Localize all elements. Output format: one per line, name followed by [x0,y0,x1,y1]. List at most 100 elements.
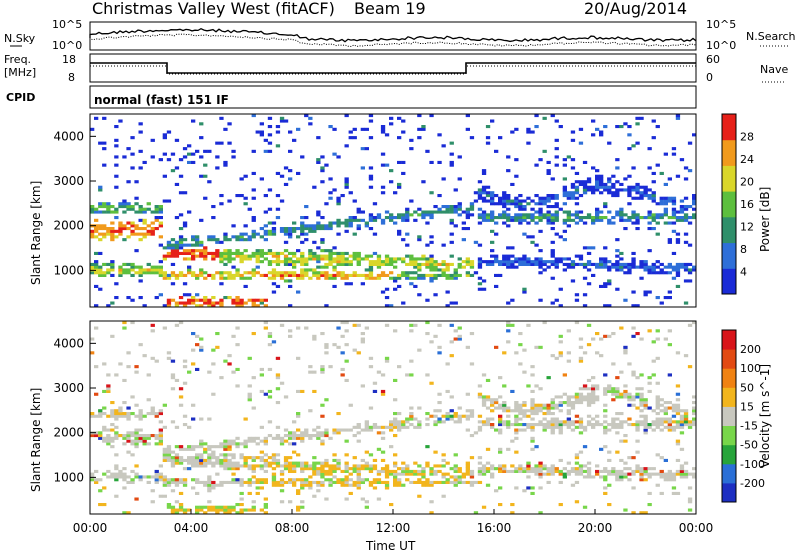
heatmap-cell [312,472,317,476]
heatmap-cell [94,469,99,473]
heatmap-cell [316,431,321,435]
heatmap-cell [433,409,438,413]
heatmap-cell [191,464,196,468]
heatmap-cell [453,420,458,424]
heatmap-cell [550,240,555,244]
heatmap-cell [550,398,555,402]
heatmap-cell [384,323,390,327]
heatmap-cell [619,395,624,399]
colorbar-tick-label: 4 [740,266,747,279]
heatmap-cell [98,232,103,236]
heatmap-cell [219,298,224,302]
heatmap-cell [449,262,454,266]
heatmap-cell [647,268,652,272]
heatmap-cell [360,210,365,214]
heatmap-cell [481,169,487,173]
heatmap-cell [122,271,127,275]
heatmap-cell [203,450,208,454]
heatmap-cell [393,480,398,484]
colorbar-swatch [722,387,736,407]
heatmap-cell [94,431,99,435]
heatmap-cell [207,273,212,277]
heatmap-cell [308,251,313,255]
heatmap-cell [300,224,305,228]
heatmap-cell [687,425,693,429]
heatmap-cell [275,171,281,175]
heatmap-cell [542,262,547,266]
heatmap-cell [288,284,293,288]
heatmap-cell [118,265,123,269]
heatmap-cell [223,439,228,443]
heatmap-cell [417,238,422,242]
heatmap-cell [251,229,256,233]
heatmap-cell [409,329,414,333]
heatmap-cell [659,403,664,407]
heatmap-cell [344,282,349,286]
heatmap-cell [582,304,588,308]
heatmap-cell [582,428,588,432]
heatmap-cell [182,147,188,151]
heatmap-cell [490,216,495,220]
heatmap-cell [570,483,576,487]
heatmap-cell [542,406,547,410]
heatmap-cell [413,469,418,473]
heatmap-cell [449,417,454,421]
heatmap-cell [187,144,192,148]
heatmap-cell [166,273,172,277]
heatmap-cell [477,216,483,220]
heatmap-cell [473,480,479,484]
heatmap-cell [429,467,434,471]
nsky-label: N.Sky [4,32,36,45]
heatmap-cell [223,249,228,253]
heatmap-cell [130,205,135,209]
heatmap-cell [288,177,293,181]
heatmap-cell [372,232,378,236]
heatmap-cell [574,472,580,476]
heatmap-cell [283,182,289,186]
heatmap-cell [542,423,547,427]
heatmap-cell [243,254,248,258]
heatmap-cell [251,505,256,509]
heatmap-cell [344,343,349,347]
heatmap-cell [275,144,281,148]
heatmap-cell [659,216,664,220]
heatmap-cell [603,403,608,407]
heatmap-cell [679,409,685,413]
heatmap-cell [578,194,584,198]
heatmap-cell [481,423,487,427]
heatmap-cell [182,478,188,482]
heatmap-cell [631,395,636,399]
heatmap-cell [409,323,414,327]
heatmap-cell [469,262,475,266]
heatmap-cell [263,464,268,468]
power-panel-frame [89,113,697,308]
heatmap-cell [393,287,398,291]
heatmap-cell [271,251,277,255]
heatmap-cell [231,505,236,509]
heatmap-cell [393,191,398,195]
heatmap-cell [514,174,519,178]
heatmap-cell [397,425,402,429]
heatmap-cell [182,480,188,484]
heatmap-cell [288,279,293,283]
heatmap-cell [647,475,652,479]
heatmap-cell [231,298,236,302]
heatmap-cell [635,141,640,145]
heatmap-cell [651,268,656,272]
heatmap-cell [178,508,184,512]
heatmap-cell [255,304,260,308]
heatmap-cell [401,420,406,424]
heatmap-cell [207,298,212,302]
heatmap-cell [288,235,293,239]
heatmap-cell [441,271,446,275]
heatmap-cell [191,254,196,258]
heatmap-cell [647,188,652,192]
heatmap-cell [639,511,644,515]
heatmap-cell [607,334,612,338]
heatmap-cell [344,180,349,184]
heatmap-cell [417,265,422,269]
heatmap-cell [251,171,256,175]
heatmap-cell [534,384,539,388]
heatmap-cell [550,420,555,424]
heatmap-cell [187,370,192,374]
